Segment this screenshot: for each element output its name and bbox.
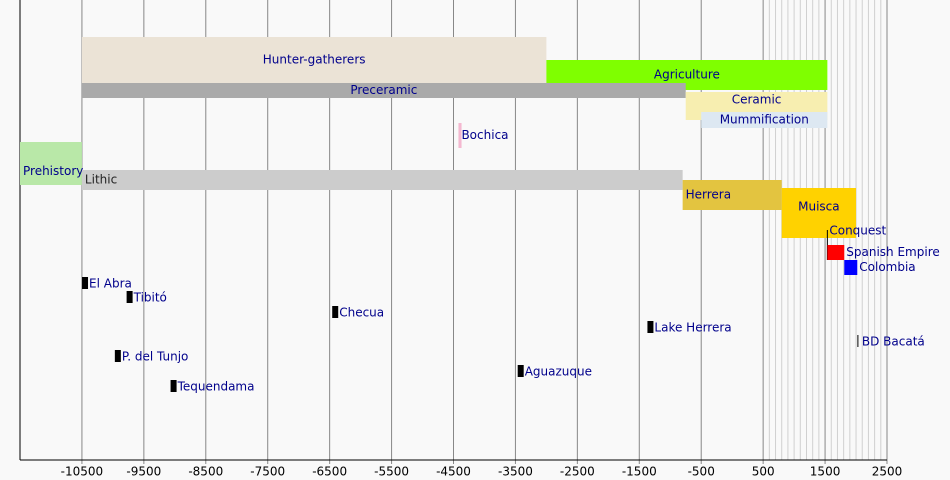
x-tick-label: -4500 bbox=[436, 465, 471, 479]
period-bar bbox=[20, 142, 82, 185]
event-marker bbox=[517, 365, 524, 377]
x-tick-label: -7500 bbox=[250, 465, 285, 479]
period-label: Lithic bbox=[85, 173, 117, 187]
x-tick-label: -500 bbox=[688, 465, 715, 479]
event-label: Tequendama bbox=[177, 380, 255, 394]
period-bar bbox=[81, 37, 547, 83]
x-tick-label: -2500 bbox=[560, 465, 595, 479]
period-bar bbox=[682, 180, 782, 210]
period-bar bbox=[827, 245, 845, 260]
event-label: P. del Tunjo bbox=[122, 350, 189, 364]
event-marker bbox=[857, 335, 859, 347]
event-label: Aguazuque bbox=[525, 365, 592, 379]
period-label: Prehistory bbox=[23, 164, 83, 178]
x-tick-label: -6500 bbox=[312, 465, 347, 479]
period-bar bbox=[781, 188, 857, 238]
period-bar bbox=[458, 123, 462, 148]
event-marker bbox=[126, 291, 133, 303]
event-label: Checua bbox=[339, 306, 384, 320]
period-label: Hunter-gatherers bbox=[263, 53, 366, 67]
x-tick-label: -8500 bbox=[188, 465, 223, 479]
event-marker bbox=[114, 350, 121, 362]
period-label: Colombia bbox=[859, 260, 915, 274]
event-label: Lake Herrera bbox=[654, 321, 731, 335]
period-bar bbox=[844, 260, 858, 275]
x-tick-label: -3500 bbox=[498, 465, 533, 479]
period-label: Ceramic bbox=[732, 93, 782, 107]
x-tick-label: 2500 bbox=[872, 465, 903, 479]
period-label: Spanish Empire bbox=[846, 245, 939, 259]
event-marker bbox=[82, 277, 89, 289]
event-label: El Abra bbox=[89, 277, 132, 291]
event-marker bbox=[332, 306, 339, 318]
event-marker bbox=[647, 321, 654, 333]
event-marker bbox=[170, 380, 177, 392]
event-label: BD Bacatá bbox=[862, 335, 925, 349]
period-label: Herrera bbox=[686, 188, 731, 202]
period-bar bbox=[701, 112, 828, 128]
x-tick-label: -9500 bbox=[126, 465, 161, 479]
period-label: Preceramic bbox=[350, 83, 417, 97]
period-label: Conquest bbox=[829, 224, 886, 238]
x-tick-label: 500 bbox=[752, 465, 775, 479]
period-bar bbox=[81, 170, 683, 190]
event-label: Tibitó bbox=[133, 291, 167, 305]
period-label: Muisca bbox=[798, 200, 840, 214]
period-label: Agriculture bbox=[654, 68, 720, 82]
x-tick-label: 1500 bbox=[810, 465, 841, 479]
x-tick-label: -10500 bbox=[61, 465, 104, 479]
x-tick-label: -5500 bbox=[374, 465, 409, 479]
period-bar bbox=[81, 83, 686, 98]
period-label: Mummification bbox=[720, 113, 809, 127]
x-tick-label: -1500 bbox=[622, 465, 657, 479]
period-label: Bochica bbox=[461, 128, 508, 142]
